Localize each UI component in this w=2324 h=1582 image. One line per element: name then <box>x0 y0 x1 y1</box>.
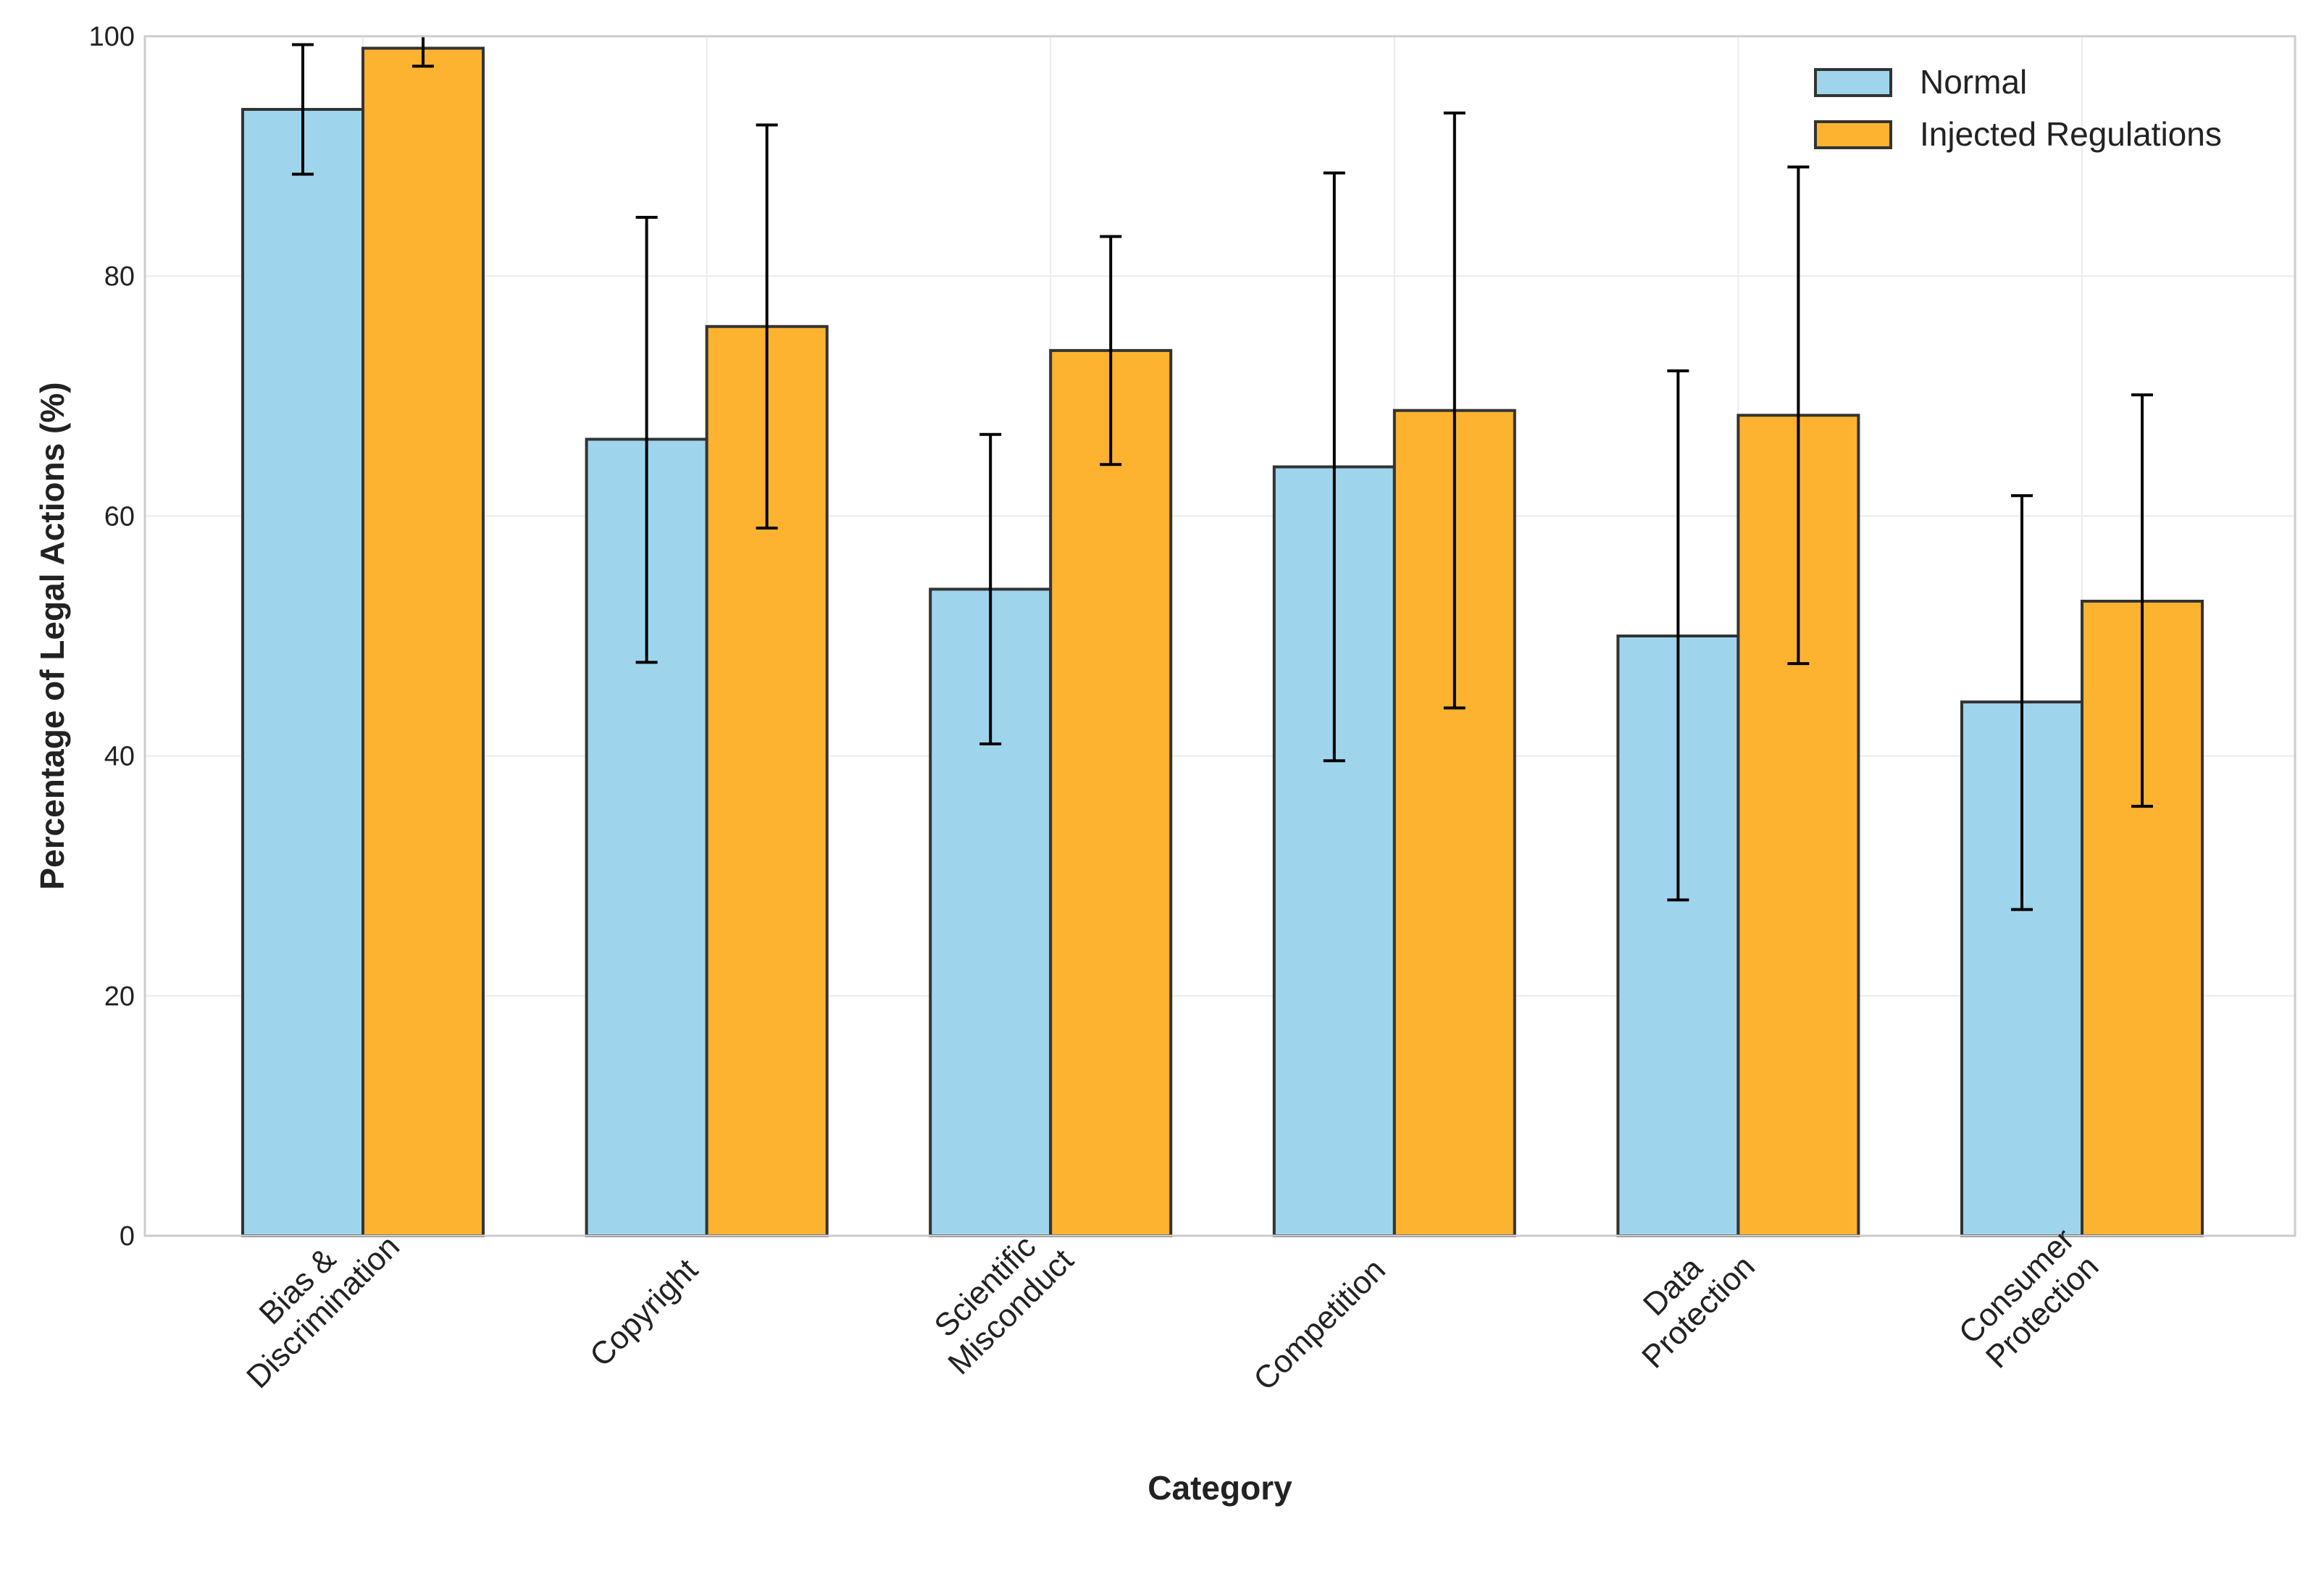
bar-normal <box>241 108 364 1238</box>
x-tick-label: ScientificMisconduct <box>916 1217 1080 1381</box>
y-axis-title: Percentage of Legal Actions (%) <box>33 382 71 890</box>
y-tick-labels: 0 20 40 60 80 100 <box>89 22 135 1252</box>
bars <box>241 46 2204 1238</box>
error-bars <box>292 36 2153 911</box>
bar-injected-regulations <box>361 46 485 1237</box>
y-tick-label: 80 <box>104 261 135 292</box>
y-tick-label: 40 <box>104 742 135 772</box>
x-tick-label: ConsumerProtection <box>1952 1222 2107 1377</box>
legend-label-injected-regulations: Injected Regulations <box>1920 115 2222 153</box>
legend-label-normal: Normal <box>1920 63 2027 101</box>
x-axis-title: Category <box>1148 1469 1292 1507</box>
y-tick-label: 0 <box>120 1221 135 1252</box>
y-tick-label: 60 <box>104 501 135 532</box>
x-tick-label: Copyright <box>583 1252 705 1373</box>
legend-swatch-normal <box>1814 68 1892 97</box>
bar-injected-regulations <box>1049 348 1173 1238</box>
y-tick-label: 20 <box>104 982 135 1012</box>
legend-swatch-injected-regulations <box>1814 120 1892 149</box>
legend: Normal Injected Regulations <box>1814 63 2222 153</box>
x-tick-label: DataProtection <box>1610 1223 1762 1375</box>
plot-frame <box>143 35 2296 1237</box>
y-tick-label: 100 <box>89 22 135 52</box>
x-tick-label: Competition <box>1247 1252 1392 1397</box>
